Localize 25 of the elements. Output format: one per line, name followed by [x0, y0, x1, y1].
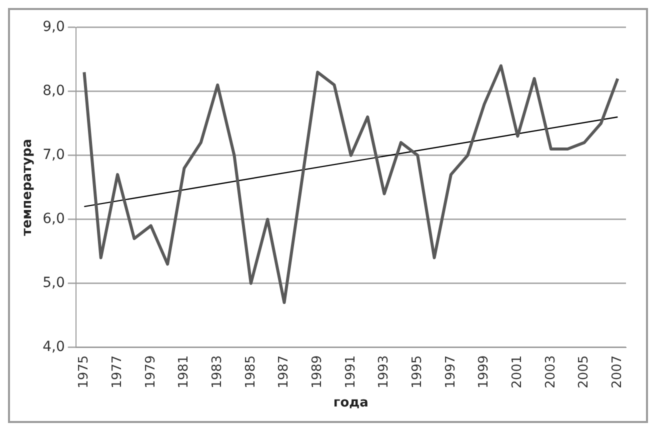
x-tick-label: 1987 — [276, 355, 292, 388]
x-axis-title: года — [333, 396, 368, 411]
x-tick-label: 1979 — [143, 355, 158, 388]
x-tick-label: 2003 — [543, 355, 558, 388]
x-tick-label: 1997 — [443, 355, 458, 388]
x-tick-label: 2005 — [576, 355, 592, 388]
y-tick-label: 4,0 — [42, 338, 65, 355]
x-tick-label: 1983 — [210, 355, 225, 388]
x-tick-label: 1995 — [410, 355, 425, 388]
y-tick-label: 6,0 — [42, 210, 65, 227]
x-tick-label: 1991 — [343, 355, 358, 388]
x-tick-label: 1999 — [476, 355, 492, 388]
x-tick-label: 1981 — [176, 355, 192, 388]
y-tick-label: 8,0 — [42, 83, 65, 100]
x-tick-label: 1975 — [76, 355, 92, 388]
x-tick-label: 1977 — [110, 355, 125, 388]
y-tick-label: 9,0 — [42, 19, 65, 36]
x-tick-label: 1985 — [243, 355, 258, 388]
y-tick-label: 7,0 — [42, 147, 65, 164]
x-tick-label: 2001 — [510, 355, 526, 388]
y-tick-label: 5,0 — [42, 274, 65, 291]
x-tick-label: 1993 — [376, 355, 392, 388]
x-tick-label: 2007 — [610, 355, 626, 388]
x-tick-label: 1989 — [310, 355, 325, 388]
y-axis-title: температура — [20, 138, 36, 236]
